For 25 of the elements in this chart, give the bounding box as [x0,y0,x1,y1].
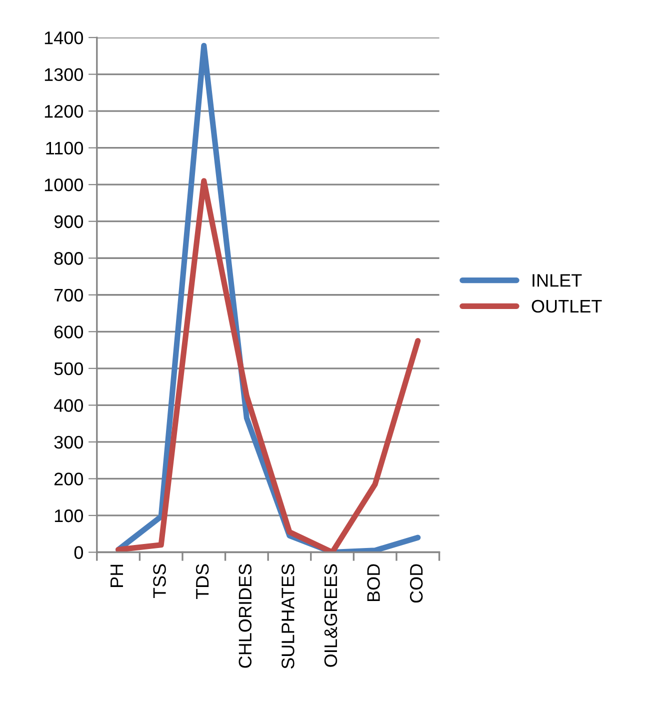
y-tick-label: 700 [54,288,83,302]
x-tick-label: CHLORIDES [238,564,252,668]
y-tick-label: 1000 [44,178,84,192]
y-tick-label: 0 [74,546,83,559]
y-tick-label: 800 [54,252,83,265]
y-tick-label: 600 [54,326,83,338]
y-tick-label: 500 [54,362,83,376]
x-tick-label: PH [110,564,123,587]
x-tick-label: SULPHATES [282,564,294,669]
y-tick-label: 200 [54,472,83,486]
y-tick-label: 1100 [46,142,84,155]
y-tick-label: 400 [54,399,83,412]
x-tick-label: COD [410,564,423,603]
legend-label: INLET [532,274,582,287]
x-tick-label: TDS [196,564,209,600]
legend-label: OUTLET [532,300,602,313]
y-tick-label: 300 [54,436,83,449]
y-tick-label: 100 [54,509,83,522]
y-tick-label: 1400 [44,31,84,44]
x-tick-label: OIL&GREES [324,564,338,667]
y-tick-label: 900 [54,215,83,228]
x-tick-label: BOD [367,564,380,601]
x-tick-label: TSS [153,564,166,598]
y-tick-label: 1300 [44,68,84,82]
y-tick-label: 1200 [44,104,84,118]
